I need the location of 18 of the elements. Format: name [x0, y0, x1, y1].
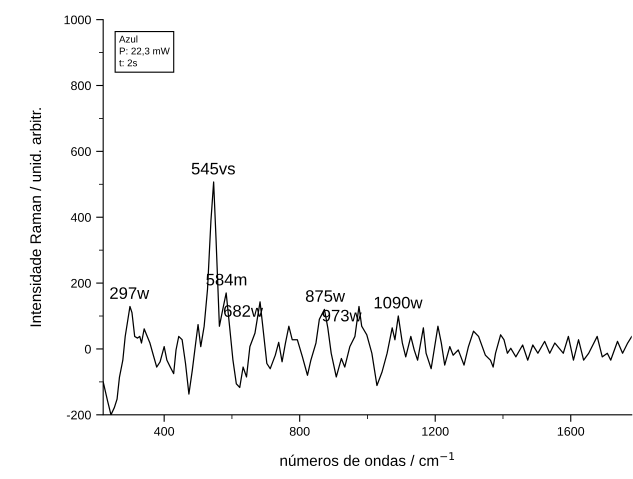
y-tick-label: 400 [70, 213, 91, 222]
annotation: Azul P: 22,3 mW t: 2s [119, 35, 170, 66]
y-tick-label: 800 [71, 81, 91, 90]
x-tick-label: 1200 [422, 426, 449, 436]
annotation: 297w [110, 287, 150, 300]
y-tick-label: -200 [66, 410, 91, 420]
annotation: 1090w [374, 296, 423, 309]
x-tick-label: 400 [154, 426, 174, 436]
y-tick-label: 200 [71, 278, 91, 288]
annotation: 875w [306, 290, 346, 302]
y-axis-title: Intensidade Raman / unid. arbitr. [30, 108, 42, 326]
x-tick-label: 1600 [558, 426, 584, 436]
annotation: 545vs [192, 162, 235, 175]
y-tick-label: 600 [71, 147, 91, 156]
y-tick-label: 0 [84, 344, 91, 354]
x-axis-title: números de ondas / cm$^{−1}$ [280, 452, 454, 466]
x-tick-label: 800 [290, 426, 310, 436]
y-tick-label: 1000 [64, 15, 91, 24]
